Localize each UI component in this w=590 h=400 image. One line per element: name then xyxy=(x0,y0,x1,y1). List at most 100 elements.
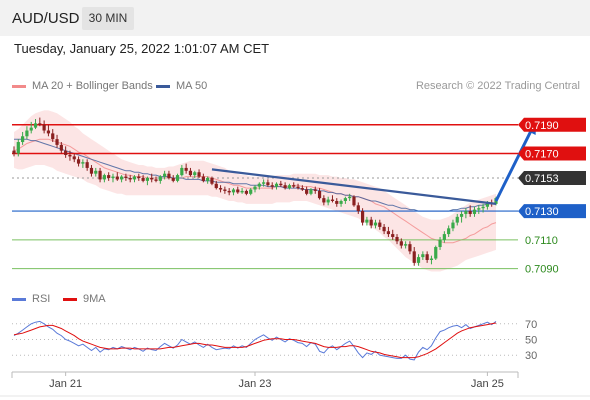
candle-body xyxy=(382,226,386,232)
rsi-swatch xyxy=(12,297,26,301)
candle-body xyxy=(365,219,369,223)
candle-body xyxy=(218,188,223,190)
price-tag-label: 0.7130 xyxy=(525,206,559,218)
legend-ma50: MA 50 xyxy=(156,80,207,92)
candle-body xyxy=(262,182,266,184)
candle-body xyxy=(468,211,472,214)
price-tag-bg xyxy=(518,204,586,219)
ma50-label: MA 50 xyxy=(176,80,208,92)
price-tag-label: 0.7190 xyxy=(525,120,559,132)
candle-body xyxy=(442,234,446,240)
candle-body xyxy=(421,254,425,258)
candle-body xyxy=(119,176,124,180)
candle-body xyxy=(55,139,59,145)
x-tick-label: Jan 21 xyxy=(49,378,82,390)
rsi-line xyxy=(13,320,497,361)
candle-body xyxy=(249,189,253,194)
candle-body xyxy=(451,222,455,229)
candle-body xyxy=(438,239,442,248)
candle-body xyxy=(76,159,81,164)
candle-body xyxy=(210,177,214,184)
candle-body xyxy=(404,244,408,246)
legend-rsi: RSI xyxy=(12,293,50,305)
research-credit: Research © 2022 Trading Central xyxy=(415,80,580,92)
candle-body xyxy=(292,185,296,187)
price-tag-bg xyxy=(518,117,586,132)
candle-body xyxy=(64,150,68,155)
projection-arrow-shaft xyxy=(494,122,537,202)
candle-body xyxy=(21,136,25,143)
candle-body xyxy=(163,173,167,177)
candle-body xyxy=(98,170,102,180)
candle-body xyxy=(115,176,119,180)
candle-body xyxy=(46,130,51,134)
ma9-label: 9MA xyxy=(83,293,106,305)
candle-body xyxy=(360,211,365,223)
candle-body xyxy=(257,183,261,187)
candle-body xyxy=(223,189,227,191)
candle-body xyxy=(309,189,313,194)
candle-body xyxy=(335,201,339,204)
candle-body xyxy=(236,189,240,193)
candle-body xyxy=(206,177,210,181)
candle-body xyxy=(274,183,279,187)
candle-body xyxy=(128,177,132,180)
rsi-level-label: 70 xyxy=(525,319,537,331)
candle-body xyxy=(175,175,180,181)
candle-body xyxy=(386,231,391,235)
candle-body xyxy=(455,216,459,223)
candle-body xyxy=(391,234,395,237)
candle-body xyxy=(227,190,231,193)
candle-body xyxy=(399,241,403,246)
candle-body xyxy=(132,176,137,180)
candle-body xyxy=(343,198,347,202)
legend-ma20: MA 20 + Bollinger Bands xyxy=(12,80,153,92)
candle-body xyxy=(68,154,72,157)
candle-body xyxy=(150,177,154,180)
candle-body xyxy=(472,209,477,214)
candle-body xyxy=(12,150,16,154)
candle-body xyxy=(111,176,115,178)
candle-body xyxy=(322,198,326,203)
candle-body xyxy=(29,127,33,131)
candle-body xyxy=(188,170,193,176)
candle-body xyxy=(270,185,274,187)
candle-body xyxy=(38,123,42,125)
header-bar: AUD/USD 30 MIN xyxy=(0,0,590,36)
price-tag-label: 0.7153 xyxy=(525,173,559,185)
candle-body xyxy=(477,208,481,210)
trendline xyxy=(211,168,497,205)
candle-body xyxy=(42,124,46,131)
timestamp: Tuesday, January 25, 2022 1:01:07 AM CET xyxy=(14,41,270,56)
legend-ma9: 9MA xyxy=(63,293,106,305)
rsi-label: RSI xyxy=(32,293,51,305)
candle-body xyxy=(330,199,335,202)
candle-body xyxy=(72,156,76,160)
ma9-swatch xyxy=(63,297,77,301)
timeframe-button[interactable]: 30 MIN xyxy=(82,7,134,30)
candle-body xyxy=(85,162,89,168)
currency-pair-title: AUD/USD xyxy=(12,10,80,27)
candle-body xyxy=(485,202,489,207)
price-tag-label: 0.7170 xyxy=(525,149,559,161)
candle-body xyxy=(352,196,356,206)
candle-body xyxy=(434,247,438,259)
candle-body xyxy=(287,185,292,189)
candle-body xyxy=(313,189,317,191)
ma20-label: MA 20 + Bollinger Bands xyxy=(32,80,153,92)
candle-body xyxy=(25,130,29,137)
candle-body xyxy=(33,123,38,128)
candle-body xyxy=(296,186,300,189)
candle-body xyxy=(266,182,270,186)
candle-body xyxy=(339,201,343,204)
candle-body xyxy=(244,190,248,194)
candle-body xyxy=(395,236,399,242)
candle-body xyxy=(158,176,162,181)
x-tick-label: Jan 23 xyxy=(238,378,271,390)
candle-body xyxy=(253,186,257,190)
candle-body xyxy=(279,183,283,186)
candle-body xyxy=(102,175,106,180)
candle-body xyxy=(283,185,287,189)
price-tag-bg xyxy=(518,146,586,161)
